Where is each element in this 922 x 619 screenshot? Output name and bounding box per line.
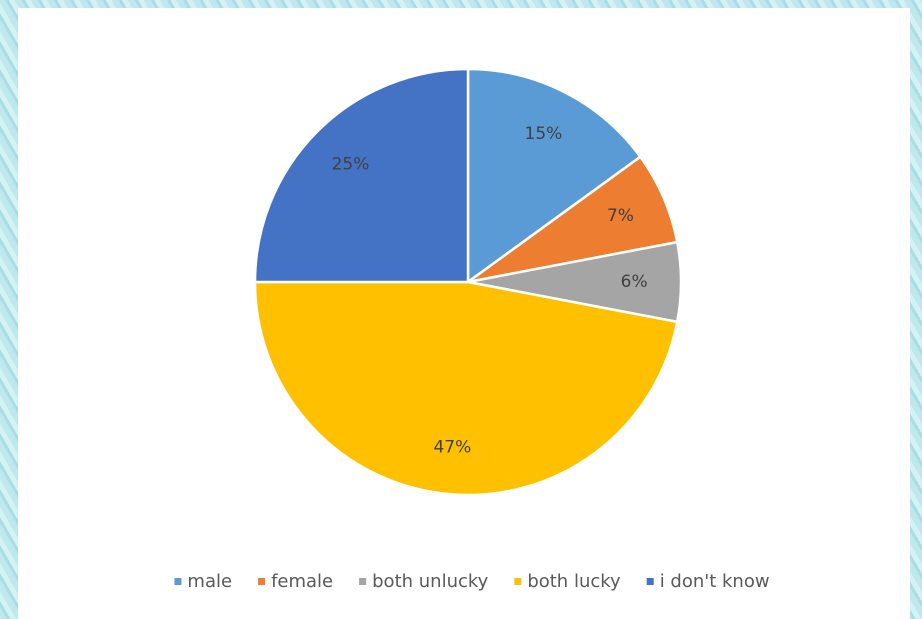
legend-marker: [174, 578, 182, 585]
data-label: 6%: [621, 272, 648, 292]
legend-marker: [359, 578, 367, 585]
legend-marker: [258, 578, 266, 585]
legend-label: female: [271, 571, 333, 592]
pie-slice: [253, 280, 679, 497]
legend-label: both unlucky: [372, 571, 489, 592]
legend-label: male: [187, 571, 232, 592]
pie-slice: [253, 67, 470, 284]
legend-label: both lucky: [527, 571, 621, 592]
data-label: 15%: [525, 124, 563, 144]
legend-label: i don't know: [660, 571, 770, 592]
legend-marker: [646, 578, 654, 585]
pie-slice: [466, 67, 643, 285]
data-label: 25%: [332, 155, 370, 175]
legend-marker: [514, 578, 522, 585]
data-label: 7%: [607, 206, 634, 226]
data-label: 47%: [433, 437, 471, 457]
